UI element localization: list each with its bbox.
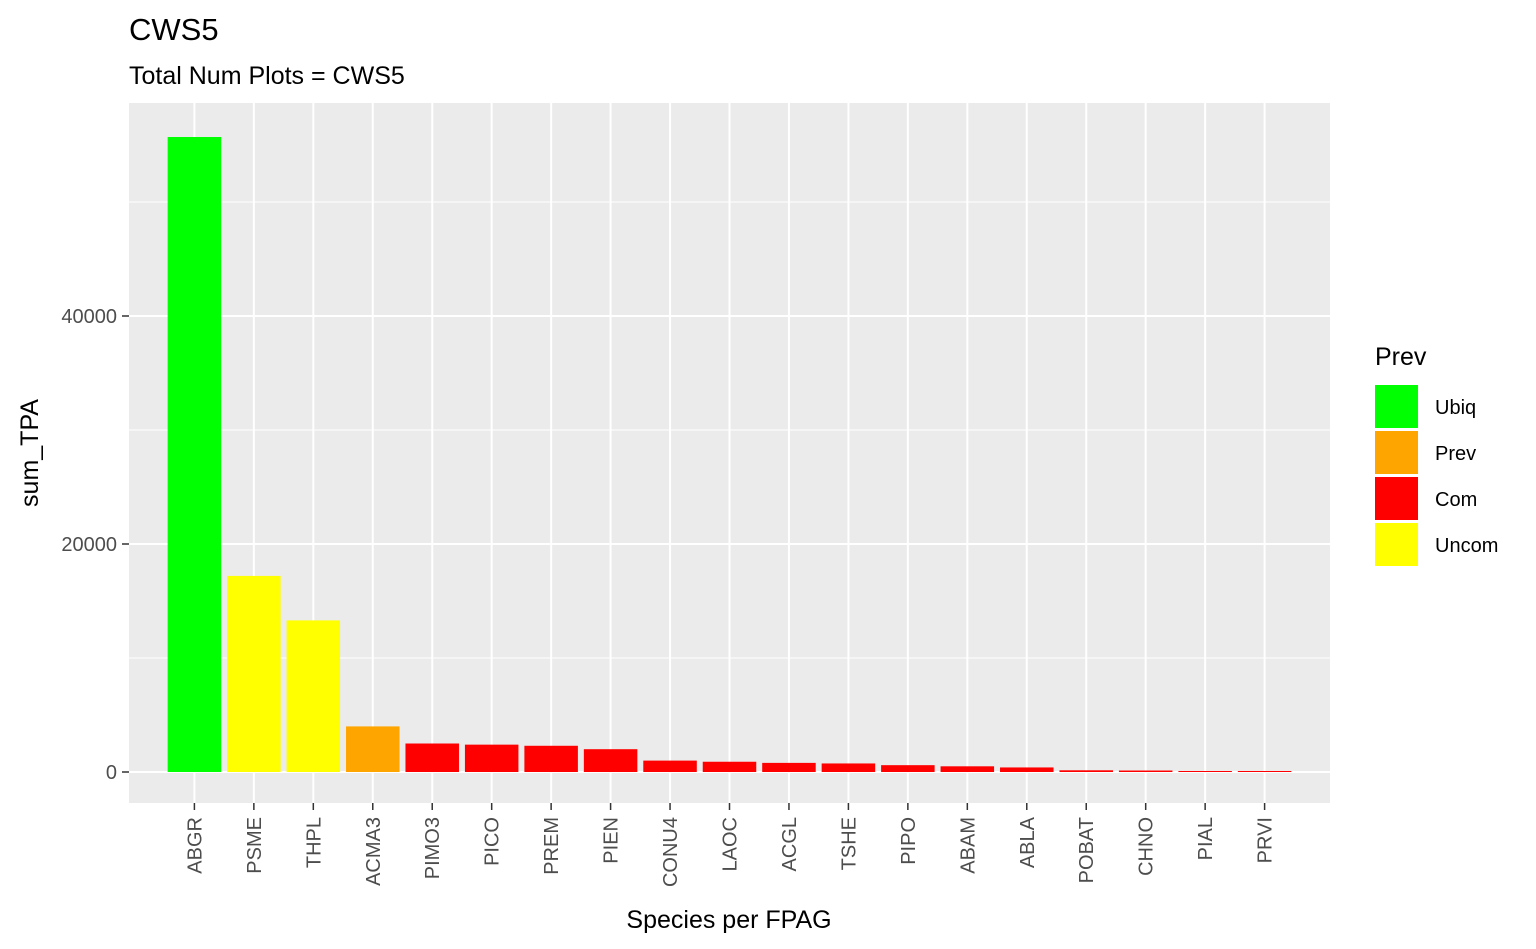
x-tick-label: ABAM (957, 817, 979, 874)
legend-label-ubiq: Ubiq (1435, 397, 1476, 419)
x-tick-label: ABGR (184, 817, 206, 874)
y-axis-title: sum_TPA (16, 399, 44, 507)
bar-pien (583, 749, 638, 772)
bar-pobat (1059, 770, 1113, 772)
x-tick-label: ACMA3 (363, 817, 385, 886)
bar-pipo (881, 765, 935, 772)
bar-tshe (821, 763, 876, 772)
x-axis-title: Species per FPAG (626, 906, 831, 934)
legend-key-prev (1375, 431, 1418, 474)
x-tick-label: TSHE (838, 817, 860, 870)
y-tick-label: 20000 (61, 534, 117, 556)
bar-abam (940, 766, 995, 772)
legend-label-com: Com (1435, 489, 1477, 511)
y-tick-label: 0 (106, 762, 117, 784)
legend-title: Prev (1375, 343, 1427, 371)
bar-acgl (762, 762, 816, 772)
legend-key-ubiq (1375, 385, 1418, 428)
legend-key-com (1375, 477, 1418, 520)
chart-subtitle: Total Num Plots = CWS5 (129, 62, 405, 90)
y-axis-ticks: 0 20000 40000 (61, 306, 129, 784)
x-tick-label: CONU4 (660, 817, 682, 887)
x-tick-label: PREM (541, 817, 563, 875)
x-tick-label: PIPO (898, 817, 920, 865)
bar-laoc (702, 761, 757, 772)
x-axis-ticks: ABGR PSME THPL ACMA3 PIMO3 PICO PREM PIEN CONU4 L… (184, 803, 1277, 887)
x-tick-label: CHNO (1136, 817, 1158, 876)
chart-title: CWS5 (129, 12, 219, 47)
x-tick-label: LAOC (720, 817, 742, 871)
bar-prvi (1237, 771, 1292, 772)
bar-psme (227, 575, 281, 772)
x-tick-label: PRVI (1255, 817, 1277, 863)
x-tick-label: THPL (303, 817, 325, 868)
bar-chno (1118, 770, 1173, 772)
x-tick-label: POBAT (1076, 817, 1098, 883)
bar-pial (1178, 771, 1232, 772)
bar-acma3 (346, 726, 400, 772)
bar-thpl (286, 620, 341, 772)
legend: Prev Ubiq Prev Com Uncom (1375, 343, 1498, 566)
bar-conu4 (643, 760, 697, 772)
legend-label-uncom: Uncom (1435, 535, 1498, 557)
x-tick-label: ACGL (779, 817, 801, 871)
x-tick-label: ABLA (1017, 816, 1039, 868)
bar-prem (524, 745, 578, 772)
legend-label-prev: Prev (1435, 443, 1476, 465)
x-tick-label: PIAL (1195, 817, 1217, 860)
x-tick-label: PICO (482, 817, 504, 866)
x-tick-label: PSME (244, 817, 266, 874)
bar-abla (1000, 767, 1054, 772)
legend-key-uncom (1375, 523, 1418, 566)
x-tick-label: PIMO3 (422, 817, 444, 879)
bars-group (167, 137, 1292, 772)
bar-pico (464, 744, 519, 772)
y-tick-label: 40000 (61, 306, 117, 328)
bar-pimo3 (405, 743, 459, 772)
bar-abgr (167, 137, 222, 772)
x-tick-label: PIEN (601, 817, 623, 864)
